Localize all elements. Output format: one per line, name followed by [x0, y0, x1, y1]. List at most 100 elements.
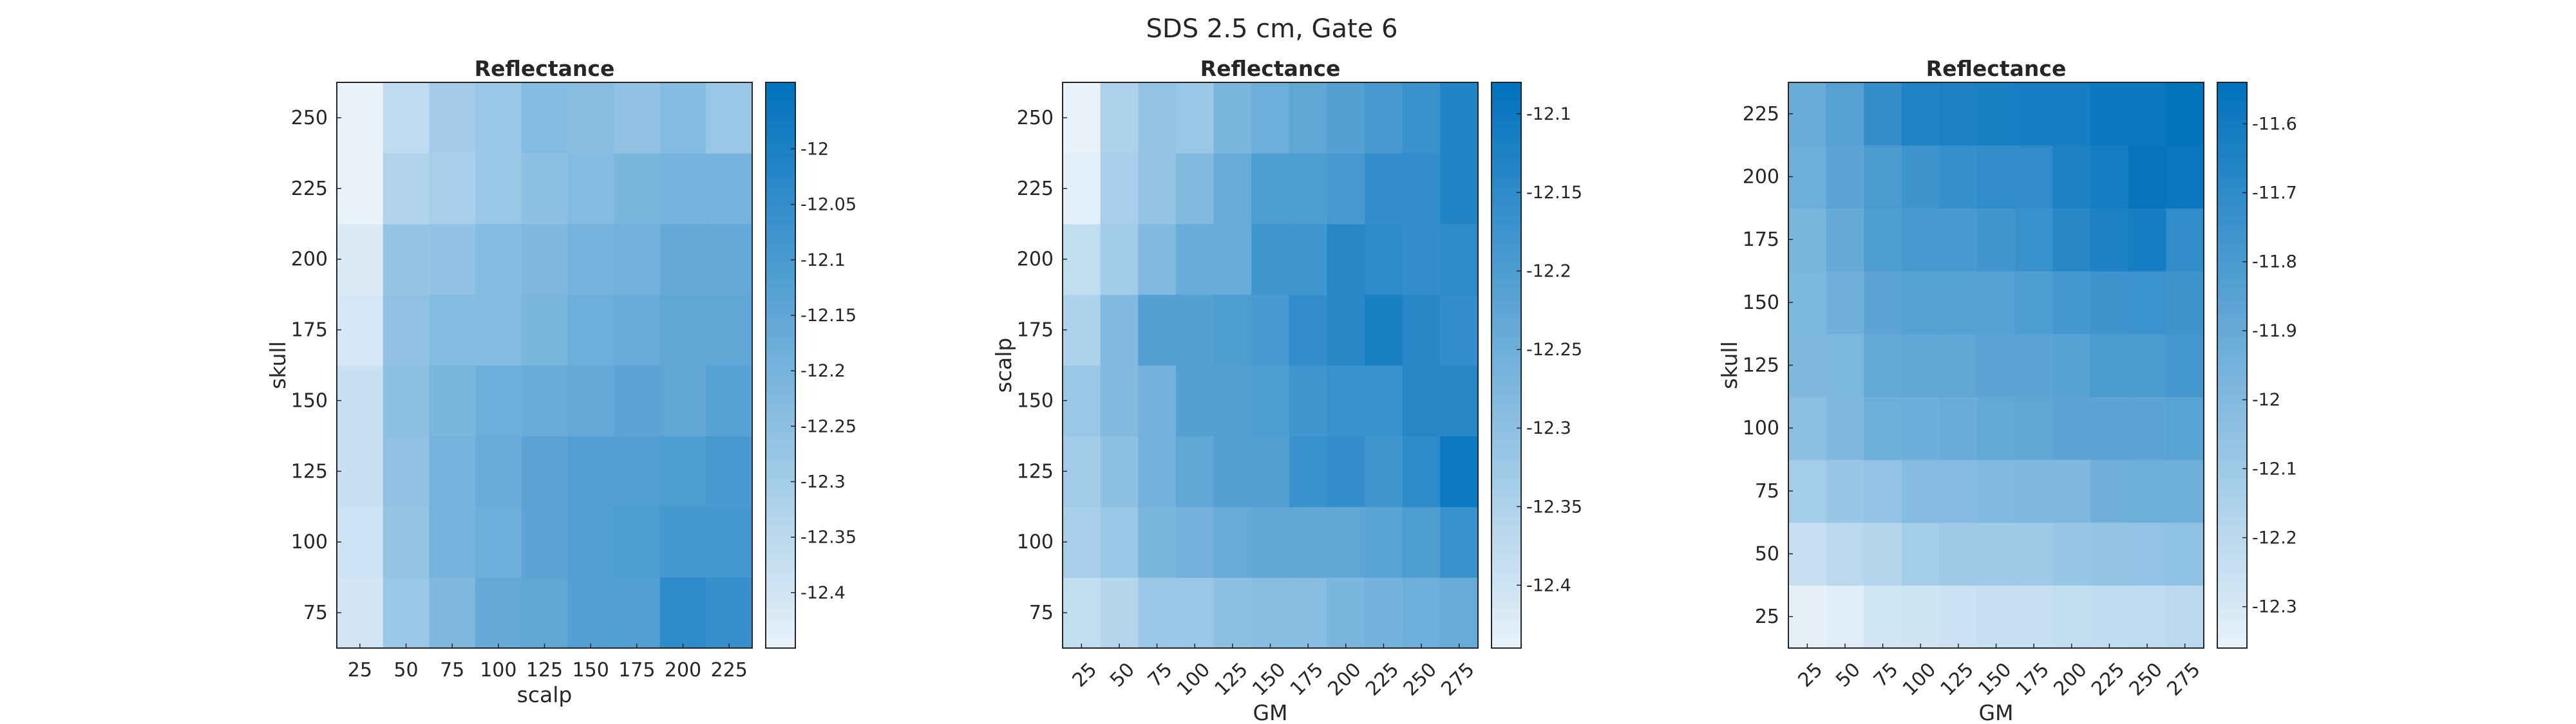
colorbar-gradient-step	[2217, 506, 2247, 517]
colorbar-gradient-step	[2217, 393, 2247, 404]
colorbar-tick-label: -12.05	[800, 195, 857, 215]
colorbar-gradient-step	[766, 243, 795, 253]
heatmap-cell	[706, 577, 753, 649]
heatmap-cell	[1365, 294, 1403, 366]
colorbar-gradient-step	[766, 129, 795, 140]
heatmap-cell	[1100, 436, 1139, 507]
colorbar-gradient-step	[766, 186, 795, 196]
heatmap-cell	[337, 294, 384, 366]
x-tick-label: 175	[618, 659, 655, 682]
heatmap-cell	[475, 294, 522, 366]
heatmap-cell	[383, 223, 430, 295]
colorbar-gradient-step	[1492, 469, 1521, 479]
heatmap-cell	[429, 506, 476, 578]
colorbar-gradient-step	[2217, 544, 2247, 555]
x-tick-label: 250	[1399, 658, 1441, 700]
x-tick-label: 75	[440, 659, 464, 682]
heatmap-cell	[1864, 271, 1902, 335]
colorbar-gradient-step	[1492, 478, 1521, 488]
colorbar-gradient-step	[1492, 233, 1521, 243]
heatmap-cell	[1327, 223, 1365, 295]
heatmap-cell	[706, 365, 753, 436]
heatmap-cell	[2166, 82, 2204, 146]
heatmap-cell	[475, 577, 522, 649]
heatmap-cell	[1788, 82, 1827, 146]
colorbar-gradient-step	[766, 620, 795, 630]
heatmap-cell	[2166, 208, 2204, 272]
y-tick-label: 200	[1017, 248, 1054, 271]
heatmap-cell	[1213, 577, 1252, 649]
heatmap-cell	[1440, 153, 1479, 225]
x-tick-label: 250	[2125, 658, 2167, 700]
heatmap-cell	[475, 506, 522, 578]
colorbar-gradient-step	[766, 158, 795, 168]
heatmap-cell	[659, 294, 706, 366]
heatmap-cell	[2166, 271, 2204, 335]
heatmap-cell	[614, 577, 661, 649]
x-tick-label: 150	[573, 659, 609, 682]
heatmap-cell	[1289, 223, 1328, 295]
y-tick-label: 150	[291, 389, 328, 412]
heatmap-cell	[2128, 208, 2166, 272]
colorbar-gradient-step	[2217, 535, 2247, 545]
heatmap-cell	[2052, 459, 2091, 523]
heatmap-cell	[1063, 294, 1101, 366]
heatmap-cell	[1788, 585, 1827, 649]
heatmap-cell	[2090, 459, 2129, 523]
colorbar-gradient-step	[1492, 195, 1521, 206]
heatmap-cell	[1788, 145, 1827, 209]
heatmap-cell	[2090, 208, 2129, 272]
y-axis-label: skull	[265, 341, 290, 389]
heatmap-cell	[1788, 271, 1827, 335]
colorbar-gradient-step	[766, 497, 795, 507]
heatmap-cell	[567, 506, 614, 578]
heatmap-cell	[2052, 396, 2091, 460]
colorbar-gradient-step	[1492, 497, 1521, 507]
colorbar-gradient-step	[2217, 431, 2247, 441]
colorbar-gradient-step	[1492, 450, 1521, 460]
colorbar-gradient-step	[2217, 110, 2247, 121]
colorbar-tick-label: -11.8	[2252, 252, 2297, 272]
heatmap-cell	[706, 506, 753, 578]
x-axis-label: GM	[1253, 700, 1287, 724]
heatmap-cell	[383, 365, 430, 436]
y-tick-label: 200	[1743, 166, 1779, 189]
heatmap-cell	[2166, 522, 2204, 586]
colorbar-gradient-step	[2217, 497, 2247, 507]
heatmap-cell	[429, 153, 476, 225]
heatmap-cell	[1864, 333, 1902, 397]
x-tick-label: 75	[1144, 658, 1177, 692]
heatmap-cell	[1402, 365, 1441, 436]
x-tick-label: 75	[1870, 658, 1903, 692]
heatmap-cell	[383, 294, 430, 366]
colorbar-gradient-step	[1492, 318, 1521, 328]
colorbar-gradient-step	[766, 487, 795, 498]
heatmap-cell	[2128, 459, 2166, 523]
colorbar-gradient-step	[1492, 487, 1521, 498]
heatmap-cell	[521, 506, 568, 578]
y-tick-label: 150	[1017, 389, 1054, 412]
heatmap-cell	[614, 294, 661, 366]
heatmap-cell	[1864, 585, 1902, 649]
colorbar-gradient-step	[766, 610, 795, 620]
colorbar-gradient-step	[2217, 412, 2247, 422]
panel-title: Reflectance	[475, 56, 615, 81]
colorbar-gradient-step	[766, 148, 795, 158]
x-tick-label: 225	[2087, 658, 2129, 700]
colorbar-gradient-step	[2217, 138, 2247, 149]
heatmap-cell	[1289, 506, 1328, 578]
y-tick-label: 125	[1743, 355, 1779, 377]
heatmap-cell	[383, 577, 430, 649]
colorbar-gradient-step	[1492, 365, 1521, 375]
heatmap-cell	[1402, 506, 1441, 578]
heatmap-cell	[2090, 522, 2129, 586]
heatmap-cell	[1175, 506, 1215, 578]
heatmap-cell	[2052, 145, 2091, 209]
heatmap-cell	[2014, 459, 2054, 523]
colorbar-gradient-step	[1492, 120, 1521, 130]
heatmap-cell	[1939, 271, 1978, 335]
heatmap-cell	[1901, 333, 1940, 397]
heatmap-cell	[1864, 208, 1902, 272]
colorbar-gradient-step	[2217, 515, 2247, 526]
colorbar-gradient-step	[766, 478, 795, 488]
